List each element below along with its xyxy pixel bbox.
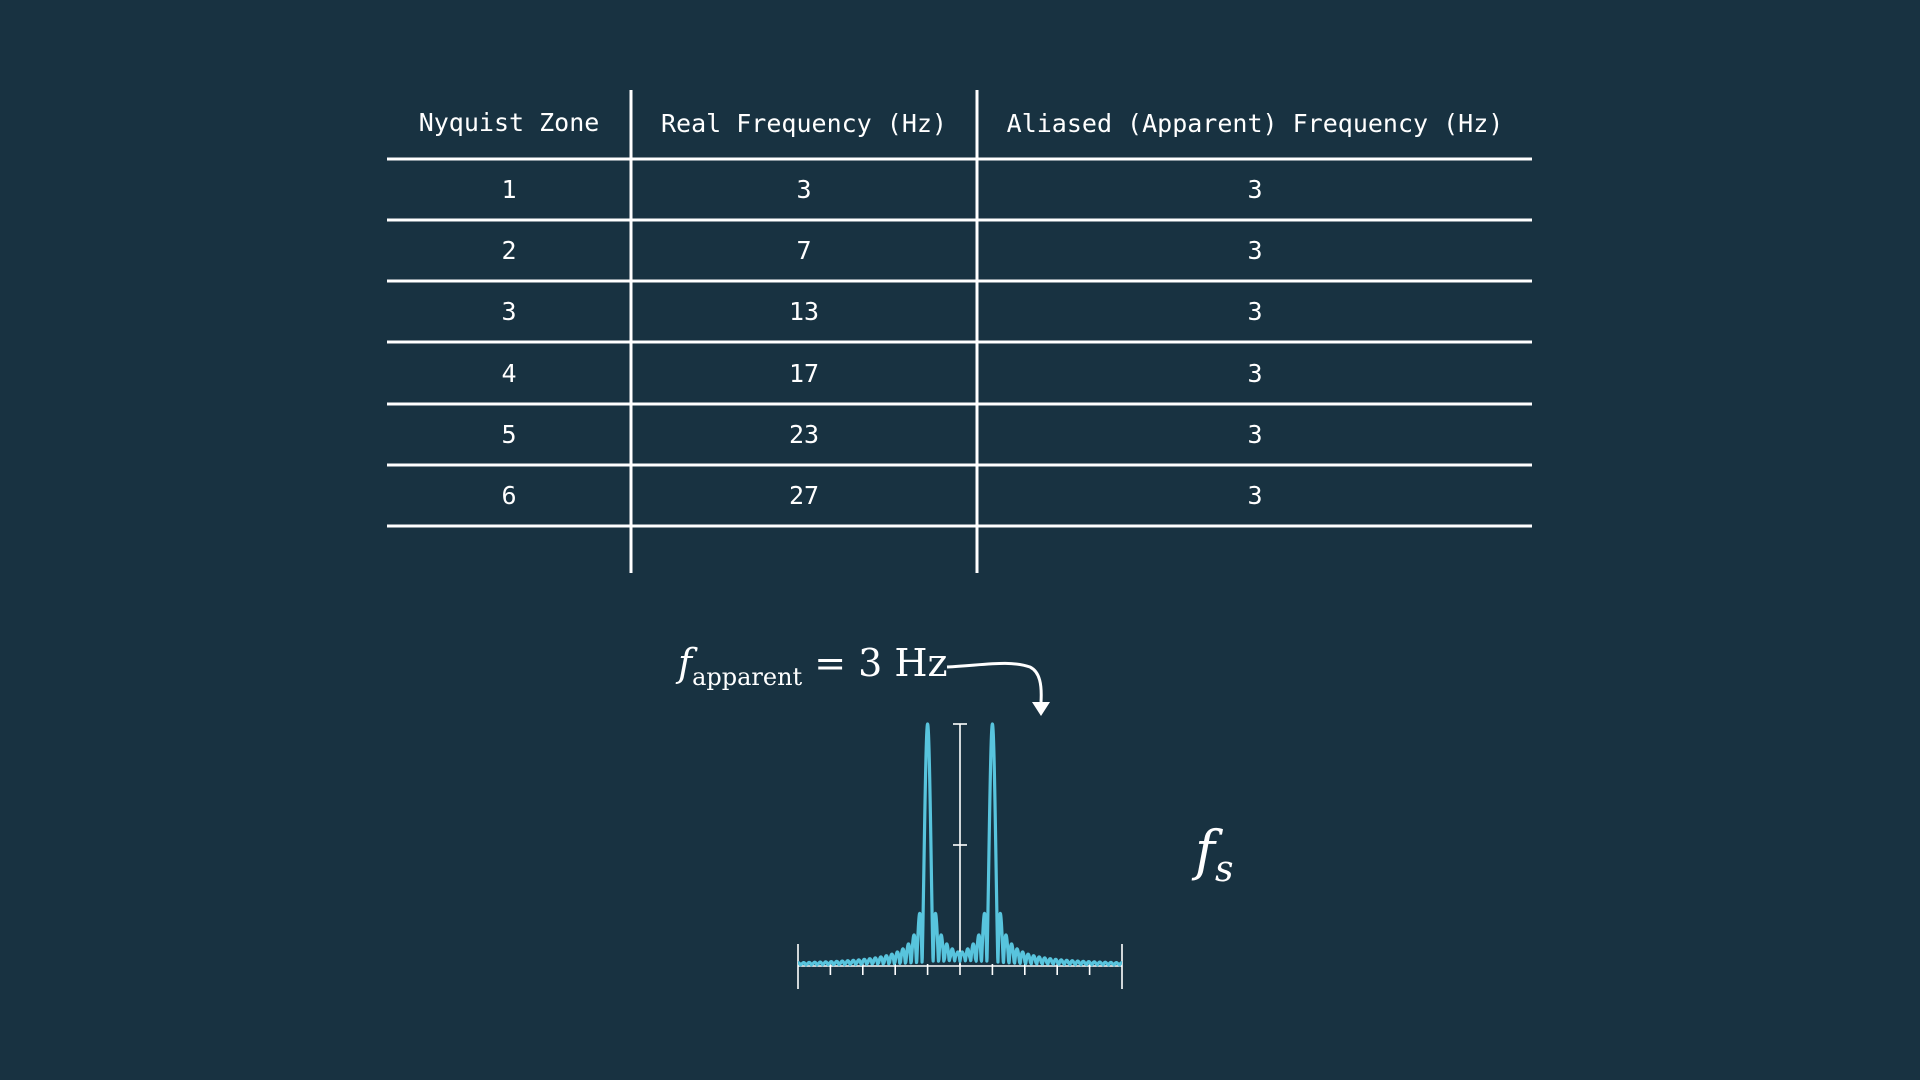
table-cell-zone: 1 — [501, 175, 516, 204]
table-cell-zone: 2 — [501, 236, 516, 265]
sampling-frequency-label: fs — [1191, 819, 1233, 890]
table-cell-aliased: 3 — [1247, 359, 1262, 388]
table-cell-zone: 6 — [501, 481, 516, 510]
table-cell-zone: 5 — [501, 420, 516, 449]
apparent-frequency-label: fapparent = 3 Hz — [675, 641, 948, 691]
spectrum-curve — [796, 722, 1124, 967]
table-cell-aliased: 3 — [1247, 481, 1262, 510]
table-cell-aliased: 3 — [1247, 297, 1262, 326]
table-header-real-frequency: Real Frequency (Hz) — [661, 109, 947, 138]
table-cell-real: 13 — [789, 297, 819, 326]
table-header-aliased-frequency: Aliased (Apparent) Frequency (Hz) — [1007, 109, 1504, 138]
table-cell-aliased: 3 — [1247, 236, 1262, 265]
table-cell-zone: 4 — [501, 359, 516, 388]
arrow-head-icon — [1032, 702, 1050, 716]
table-cell-aliased: 3 — [1247, 420, 1262, 449]
table-cell-zone: 3 — [501, 297, 516, 326]
table-cell-real: 23 — [789, 420, 819, 449]
table-cell-real: 17 — [789, 359, 819, 388]
nyquist-table: Nyquist Zone Real Frequency (Hz) Aliased… — [387, 90, 1532, 573]
table-cell-aliased: 3 — [1247, 175, 1262, 204]
annotation-arrow — [946, 661, 1043, 703]
table-header-nyquist-zone: Nyquist Zone — [419, 108, 600, 137]
apparent-frequency-annotation: fapparent = 3 Hz — [675, 641, 1050, 716]
table-cell-real: 7 — [796, 236, 811, 265]
table-cell-real: 27 — [789, 481, 819, 510]
x-axis-ticks — [829, 964, 1091, 975]
y-axis-ticks — [953, 723, 967, 846]
spectrum-plot — [796, 722, 1124, 989]
table-cell-real: 3 — [796, 175, 811, 204]
